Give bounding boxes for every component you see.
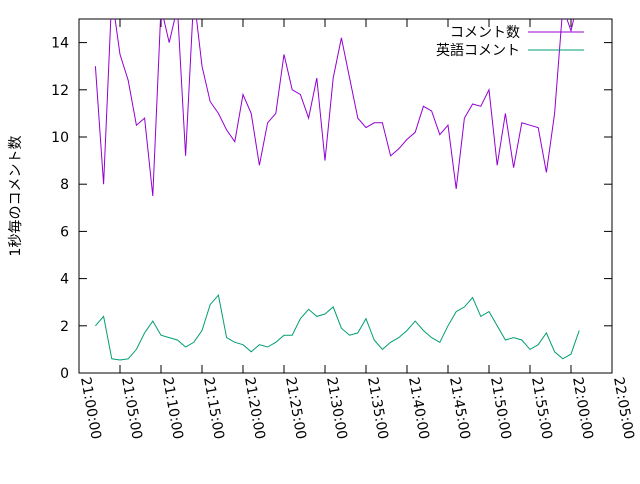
x-tick-label: 21:20:00 — [241, 376, 268, 441]
y-axis-label: 1秒毎のコメント数 — [8, 136, 24, 257]
x-tick-label: 21:50:00 — [487, 376, 514, 441]
y-tick-label: 0 — [60, 366, 69, 382]
plot-border — [78, 18, 613, 374]
legend-label: コメント数 — [450, 25, 520, 41]
y-tick-label: 10 — [51, 130, 69, 146]
x-tick-label: 21:05:00 — [118, 376, 145, 441]
y-tick-label: 14 — [51, 36, 69, 52]
y-tick-label: 8 — [60, 177, 69, 193]
series-line — [95, 293, 580, 361]
x-tick-label: 21:15:00 — [200, 376, 227, 441]
x-tick-label: 21:10:00 — [159, 376, 186, 441]
x-tick-label: 22:00:00 — [569, 376, 596, 441]
x-tick-label: 22:05:00 — [610, 376, 637, 441]
x-tick-label: 21:25:00 — [282, 376, 309, 441]
y-tick-label: 2 — [60, 319, 69, 335]
legend-label: 英語コメント — [436, 42, 520, 59]
x-tick-label: 21:40:00 — [405, 376, 432, 441]
y-tick-label: 4 — [60, 272, 69, 288]
x-tick-label: 21:35:00 — [364, 376, 391, 441]
x-tick-label: 21:00:00 — [77, 376, 104, 441]
x-tick-label: 21:30:00 — [323, 376, 350, 441]
y-tick-label: 12 — [51, 83, 69, 99]
y-tick-label: 6 — [60, 224, 69, 240]
x-tick-label: 21:55:00 — [528, 376, 555, 441]
series-line — [94, 19, 575, 197]
x-tick-label: 21:45:00 — [446, 376, 473, 441]
